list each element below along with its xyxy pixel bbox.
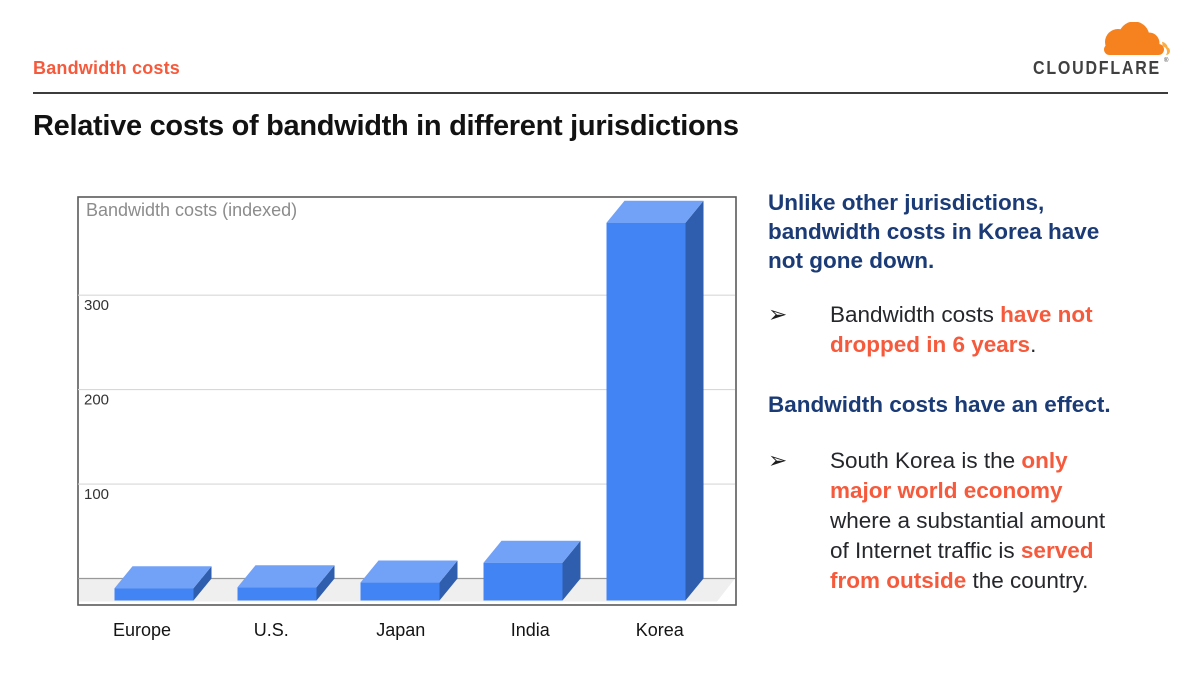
- category-label: Korea: [636, 620, 685, 640]
- bullet-1-text: Bandwidth costs have not dropped in 6 ye…: [830, 300, 1172, 360]
- bar-top-face: [606, 200, 704, 223]
- bar: [606, 222, 686, 601]
- text-segment-plain: where a substantial amount of Internet t…: [830, 508, 1106, 563]
- bar: [114, 588, 194, 601]
- y-tick-label: 200: [84, 392, 109, 409]
- commentary-column: Unlike other jurisdictions, bandwidth co…: [768, 0, 1172, 674]
- category-label: India: [511, 620, 551, 640]
- y-tick-label: 100: [84, 486, 109, 503]
- bar: [360, 582, 440, 601]
- bar-top-face: [237, 565, 335, 588]
- arrow-bullet-icon: ➢: [768, 448, 788, 474]
- text-segment-plain: South Korea is the: [830, 448, 1022, 473]
- arrow-bullet-icon: ➢: [768, 302, 788, 328]
- text-segment-accent: only major world economy: [830, 448, 1068, 503]
- bar-side-face: [439, 560, 458, 601]
- bar: [237, 587, 317, 601]
- bandwidth-cost-chart: 100 200 300 Bandwidth costs (indexed) Europe…: [77, 196, 737, 640]
- bar-side-face: [316, 565, 335, 601]
- bar-side-face: [193, 566, 212, 601]
- cloudflare-logo: CLOUDFLARE ®: [1033, 22, 1170, 78]
- category-label: U.S.: [254, 620, 289, 640]
- category-label: Japan: [376, 620, 425, 640]
- text-segment-plain: .: [1030, 332, 1037, 357]
- commentary-heading-2: Bandwidth costs have an effect.: [768, 392, 1111, 417]
- header-divider: [33, 92, 1168, 94]
- bar-top-face: [360, 560, 458, 583]
- bar-top-face: [483, 540, 581, 563]
- chart-title: Bandwidth costs (indexed): [86, 200, 297, 220]
- slide-section-label: Bandwidth costs: [33, 58, 181, 78]
- cloudflare-cloud-icon: [1104, 22, 1164, 55]
- text-segment-accent: have not dropped in 6 years: [830, 302, 1093, 357]
- text-segment-accent: served from outside: [830, 538, 1094, 593]
- bar: [483, 562, 563, 601]
- registered-mark: ®: [1164, 57, 1169, 64]
- bullet-item-1: ➢ Bandwidth costs have not dropped in 6 …: [768, 300, 1172, 360]
- page-title: Relative costs of bandwidth in different…: [33, 110, 739, 142]
- cloudflare-wordmark: CLOUDFLARE: [1033, 58, 1161, 78]
- category-label: Europe: [113, 620, 171, 640]
- commentary-heading-1: Unlike other jurisdictions, bandwidth co…: [768, 190, 1100, 273]
- bullet-item-2: ➢ South Korea is the only major world ec…: [768, 446, 1172, 596]
- bar-top-face: [114, 566, 212, 589]
- text-segment-plain: the country.: [966, 568, 1089, 593]
- bar-side-face: [685, 200, 704, 601]
- bullet-2-text: South Korea is the only major world econ…: [830, 446, 1172, 596]
- y-tick-label: 300: [84, 297, 109, 314]
- text-segment-plain: Bandwidth costs: [830, 302, 1001, 327]
- bar-side-face: [562, 540, 581, 601]
